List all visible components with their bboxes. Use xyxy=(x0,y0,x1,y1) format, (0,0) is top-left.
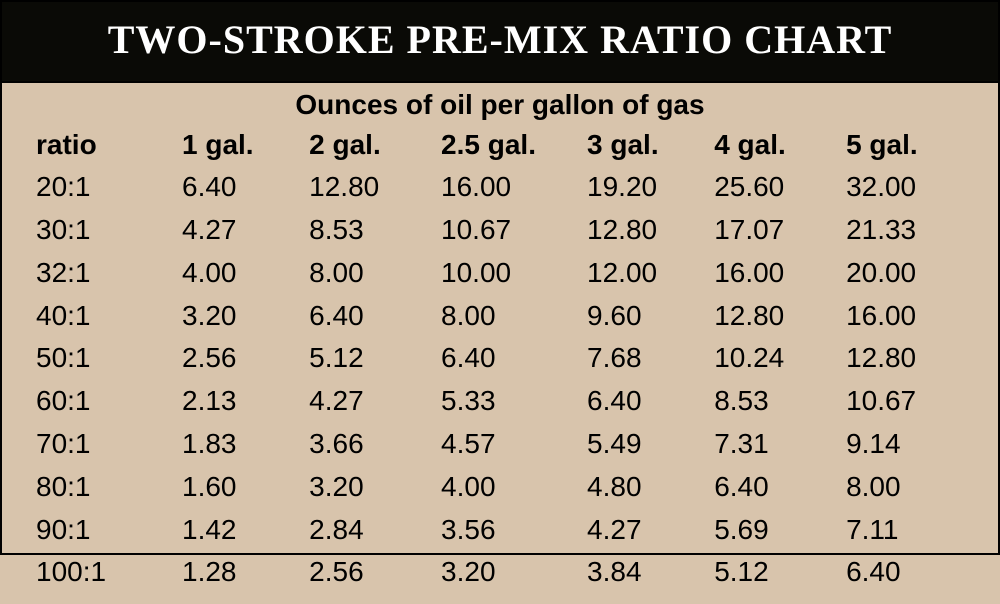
cell-value: 4.27 xyxy=(178,209,305,252)
chart-subtitle: Ounces of oil per gallon of gas xyxy=(2,83,998,123)
cell-ratio: 100:1 xyxy=(32,551,178,594)
cell-value: 5.33 xyxy=(437,380,583,423)
table-header-row: ratio 1 gal. 2 gal. 2.5 gal. 3 gal. 4 ga… xyxy=(32,123,974,166)
cell-value: 12.80 xyxy=(710,294,842,337)
cell-value: 17.07 xyxy=(710,209,842,252)
table-body: 20:1 6.40 12.80 16.00 19.20 25.60 32.00 … xyxy=(32,166,974,594)
cell-value: 6.40 xyxy=(305,294,437,337)
table-row: 70:1 1.83 3.66 4.57 5.49 7.31 9.14 xyxy=(32,423,974,466)
col-header: ratio xyxy=(32,123,178,166)
cell-value: 3.56 xyxy=(437,508,583,551)
cell-ratio: 90:1 xyxy=(32,508,178,551)
cell-value: 6.40 xyxy=(710,465,842,508)
col-header: 5 gal. xyxy=(842,123,974,166)
col-header: 4 gal. xyxy=(710,123,842,166)
table-row: 30:1 4.27 8.53 10.67 12.80 17.07 21.33 xyxy=(32,209,974,252)
cell-value: 2.56 xyxy=(178,337,305,380)
table-row: 40:1 3.20 6.40 8.00 9.60 12.80 16.00 xyxy=(32,294,974,337)
table-row: 100:1 1.28 2.56 3.20 3.84 5.12 6.40 xyxy=(32,551,974,594)
cell-ratio: 20:1 xyxy=(32,166,178,209)
cell-value: 10.67 xyxy=(842,380,974,423)
cell-value: 5.69 xyxy=(710,508,842,551)
cell-value: 4.80 xyxy=(583,465,710,508)
cell-value: 6.40 xyxy=(178,166,305,209)
table-row: 90:1 1.42 2.84 3.56 4.27 5.69 7.11 xyxy=(32,508,974,551)
cell-value: 19.20 xyxy=(583,166,710,209)
cell-value: 8.00 xyxy=(305,251,437,294)
cell-value: 3.20 xyxy=(437,551,583,594)
cell-value: 1.60 xyxy=(178,465,305,508)
cell-value: 12.00 xyxy=(583,251,710,294)
table-row: 80:1 1.60 3.20 4.00 4.80 6.40 8.00 xyxy=(32,465,974,508)
cell-ratio: 60:1 xyxy=(32,380,178,423)
cell-value: 16.00 xyxy=(842,294,974,337)
table-row: 50:1 2.56 5.12 6.40 7.68 10.24 12.80 xyxy=(32,337,974,380)
premix-ratio-chart: TWO-STROKE PRE-MIX RATIO CHART Ounces of… xyxy=(0,0,1000,555)
cell-value: 20.00 xyxy=(842,251,974,294)
cell-value: 6.40 xyxy=(583,380,710,423)
col-header: 2 gal. xyxy=(305,123,437,166)
cell-value: 1.28 xyxy=(178,551,305,594)
cell-value: 16.00 xyxy=(710,251,842,294)
cell-value: 21.33 xyxy=(842,209,974,252)
cell-value: 7.68 xyxy=(583,337,710,380)
table-row: 20:1 6.40 12.80 16.00 19.20 25.60 32.00 xyxy=(32,166,974,209)
cell-value: 2.56 xyxy=(305,551,437,594)
cell-value: 4.27 xyxy=(583,508,710,551)
cell-value: 1.83 xyxy=(178,423,305,466)
cell-value: 8.53 xyxy=(710,380,842,423)
col-header: 1 gal. xyxy=(178,123,305,166)
table-container: ratio 1 gal. 2 gal. 2.5 gal. 3 gal. 4 ga… xyxy=(2,123,998,604)
cell-value: 10.00 xyxy=(437,251,583,294)
cell-value: 7.31 xyxy=(710,423,842,466)
cell-value: 25.60 xyxy=(710,166,842,209)
cell-value: 6.40 xyxy=(437,337,583,380)
cell-value: 9.60 xyxy=(583,294,710,337)
cell-value: 4.00 xyxy=(437,465,583,508)
cell-value: 3.84 xyxy=(583,551,710,594)
table-row: 60:1 2.13 4.27 5.33 6.40 8.53 10.67 xyxy=(32,380,974,423)
cell-value: 12.80 xyxy=(583,209,710,252)
cell-value: 3.20 xyxy=(178,294,305,337)
cell-ratio: 50:1 xyxy=(32,337,178,380)
cell-value: 4.00 xyxy=(178,251,305,294)
cell-value: 12.80 xyxy=(305,166,437,209)
cell-value: 2.84 xyxy=(305,508,437,551)
chart-title: TWO-STROKE PRE-MIX RATIO CHART xyxy=(2,2,998,83)
cell-value: 8.53 xyxy=(305,209,437,252)
cell-value: 10.67 xyxy=(437,209,583,252)
cell-value: 6.40 xyxy=(842,551,974,594)
cell-value: 32.00 xyxy=(842,166,974,209)
cell-value: 12.80 xyxy=(842,337,974,380)
cell-value: 2.13 xyxy=(178,380,305,423)
cell-value: 5.49 xyxy=(583,423,710,466)
cell-value: 3.66 xyxy=(305,423,437,466)
cell-ratio: 30:1 xyxy=(32,209,178,252)
cell-ratio: 70:1 xyxy=(32,423,178,466)
cell-value: 9.14 xyxy=(842,423,974,466)
col-header: 2.5 gal. xyxy=(437,123,583,166)
table-row: 32:1 4.00 8.00 10.00 12.00 16.00 20.00 xyxy=(32,251,974,294)
cell-value: 10.24 xyxy=(710,337,842,380)
col-header: 3 gal. xyxy=(583,123,710,166)
cell-value: 5.12 xyxy=(305,337,437,380)
cell-value: 8.00 xyxy=(842,465,974,508)
cell-value: 4.57 xyxy=(437,423,583,466)
cell-ratio: 32:1 xyxy=(32,251,178,294)
cell-value: 5.12 xyxy=(710,551,842,594)
cell-ratio: 80:1 xyxy=(32,465,178,508)
ratio-table: ratio 1 gal. 2 gal. 2.5 gal. 3 gal. 4 ga… xyxy=(32,123,974,594)
cell-ratio: 40:1 xyxy=(32,294,178,337)
cell-value: 8.00 xyxy=(437,294,583,337)
cell-value: 16.00 xyxy=(437,166,583,209)
cell-value: 1.42 xyxy=(178,508,305,551)
cell-value: 7.11 xyxy=(842,508,974,551)
cell-value: 3.20 xyxy=(305,465,437,508)
cell-value: 4.27 xyxy=(305,380,437,423)
